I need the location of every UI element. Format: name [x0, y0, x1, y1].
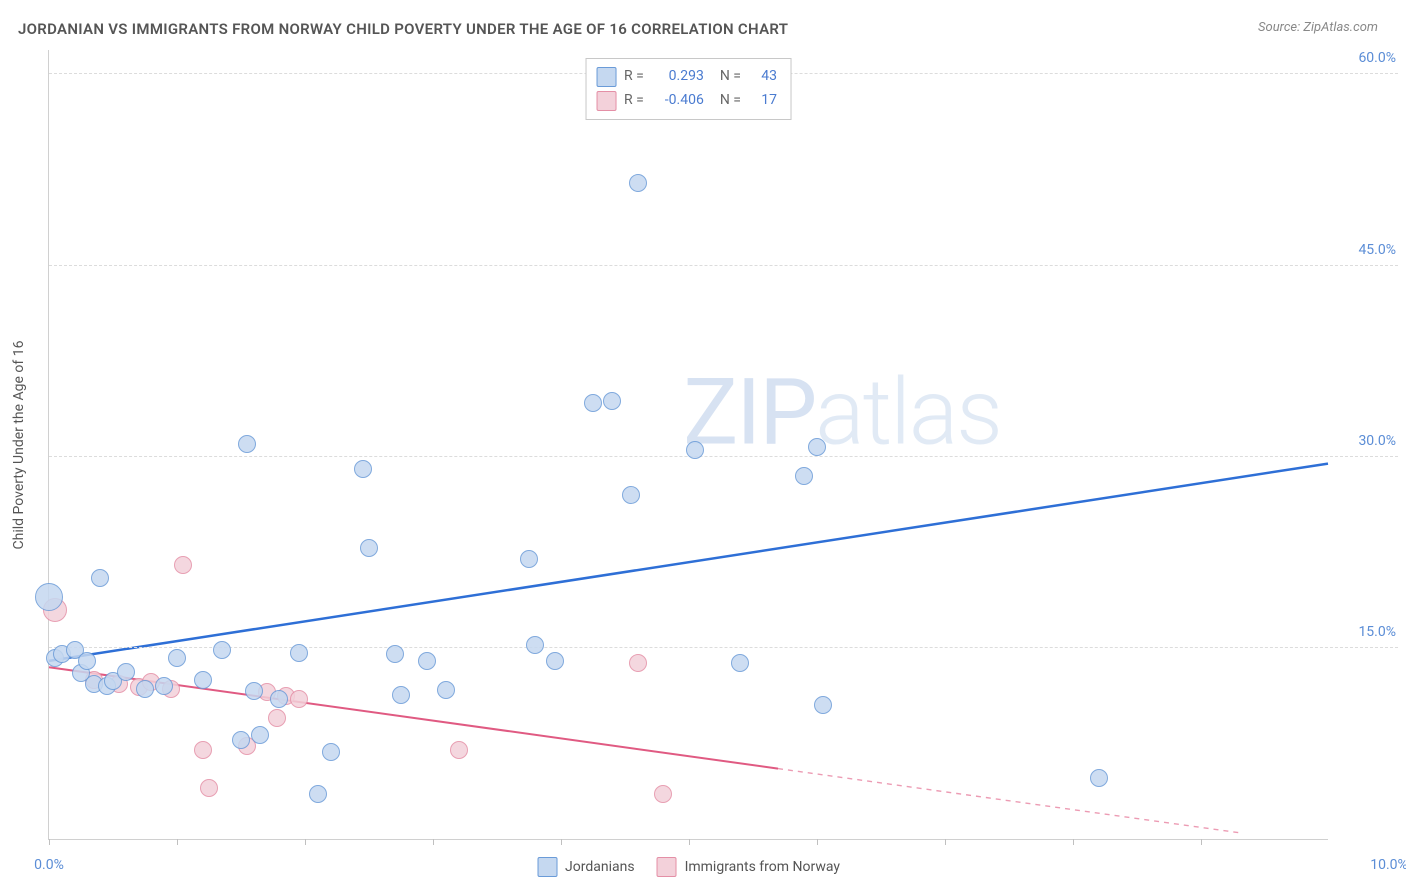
scatter-point-norway	[290, 690, 308, 708]
trendline-norway-dashed	[778, 769, 1238, 833]
x-tick	[689, 839, 690, 845]
corr-r-value: 0.293	[652, 65, 704, 89]
x-tick	[177, 839, 178, 845]
trendline-jordanians	[49, 464, 1328, 661]
scatter-point-jordanians	[603, 392, 621, 410]
x-tick	[945, 839, 946, 845]
scatter-point-norway	[629, 654, 647, 672]
y-tick-label: 30.0%	[1358, 433, 1396, 449]
scatter-point-jordanians	[251, 726, 269, 744]
chart-title: JORDANIAN VS IMMIGRANTS FROM NORWAY CHIL…	[18, 20, 788, 38]
scatter-point-norway	[200, 779, 218, 797]
legend-swatch-jordanians	[537, 857, 557, 877]
scatter-point-jordanians	[213, 641, 231, 659]
scatter-point-norway	[268, 709, 286, 727]
scatter-point-norway	[174, 556, 192, 574]
corr-r-label: R =	[624, 89, 644, 113]
scatter-point-norway	[654, 785, 672, 803]
source-attribution: Source: ZipAtlas.com	[1258, 20, 1378, 35]
corr-swatch-norway	[596, 91, 616, 111]
y-tick-label: 15.0%	[1358, 624, 1396, 640]
x-axis-max-label: 10.0%	[1370, 857, 1406, 873]
scatter-point-jordanians	[1090, 769, 1108, 787]
x-tick	[561, 839, 562, 845]
corr-n-label: N =	[720, 89, 741, 113]
scatter-point-norway	[194, 741, 212, 759]
scatter-point-jordanians	[360, 539, 378, 557]
scatter-point-jordanians	[194, 671, 212, 689]
y-tick-label: 45.0%	[1358, 242, 1396, 258]
scatter-point-jordanians	[437, 681, 455, 699]
legend-label-norway: Immigrants from Norway	[685, 859, 840, 875]
scatter-point-jordanians	[731, 654, 749, 672]
x-tick	[1073, 839, 1074, 845]
scatter-point-jordanians	[270, 690, 288, 708]
scatter-point-jordanians	[245, 682, 263, 700]
scatter-point-jordanians	[78, 652, 96, 670]
scatter-point-jordanians	[622, 486, 640, 504]
x-axis-min-label: 0.0%	[34, 857, 64, 873]
legend-swatch-norway	[657, 857, 677, 877]
x-tick	[49, 839, 50, 845]
correlation-legend: R = 0.293 N = 43 R = -0.406 N = 17	[585, 58, 792, 120]
x-tick	[433, 839, 434, 845]
scatter-point-jordanians	[168, 649, 186, 667]
corr-n-label: N =	[720, 65, 741, 89]
x-tick	[817, 839, 818, 845]
scatter-point-jordanians	[795, 467, 813, 485]
gridline	[49, 647, 1398, 648]
scatter-point-jordanians	[35, 583, 63, 611]
scatter-point-jordanians	[584, 394, 602, 412]
corr-row-jordanians: R = 0.293 N = 43	[596, 65, 777, 89]
gridline	[49, 456, 1398, 457]
scatter-point-jordanians	[520, 550, 538, 568]
corr-r-label: R =	[624, 65, 644, 89]
y-tick-label: 60.0%	[1358, 50, 1396, 66]
scatter-point-jordanians	[117, 663, 135, 681]
scatter-point-jordanians	[814, 696, 832, 714]
corr-n-value: 17	[749, 89, 777, 113]
legend-label-jordanians: Jordanians	[565, 859, 635, 875]
chart-container: JORDANIAN VS IMMIGRANTS FROM NORWAY CHIL…	[0, 0, 1406, 892]
scatter-point-jordanians	[629, 174, 647, 192]
corr-r-value: -0.406	[652, 89, 704, 113]
scatter-point-jordanians	[136, 680, 154, 698]
scatter-point-jordanians	[91, 569, 109, 587]
corr-swatch-jordanians	[596, 67, 616, 87]
scatter-point-jordanians	[354, 460, 372, 478]
scatter-point-jordanians	[418, 652, 436, 670]
scatter-point-jordanians	[232, 731, 250, 749]
y-axis-title: Child Poverty Under the Age of 16	[11, 340, 27, 549]
legend-item-jordanians: Jordanians	[537, 857, 635, 877]
scatter-point-jordanians	[808, 438, 826, 456]
legend-item-norway: Immigrants from Norway	[657, 857, 840, 877]
corr-n-value: 43	[749, 65, 777, 89]
scatter-point-jordanians	[686, 441, 704, 459]
plot-area: Child Poverty Under the Age of 16 ZIPatl…	[48, 50, 1328, 840]
gridline	[49, 265, 1398, 266]
scatter-point-jordanians	[290, 644, 308, 662]
scatter-point-jordanians	[309, 785, 327, 803]
corr-row-norway: R = -0.406 N = 17	[596, 89, 777, 113]
scatter-point-norway	[450, 741, 468, 759]
scatter-point-jordanians	[155, 677, 173, 695]
scatter-point-jordanians	[392, 686, 410, 704]
scatter-point-jordanians	[386, 645, 404, 663]
series-legend: Jordanians Immigrants from Norway	[537, 857, 840, 877]
scatter-point-jordanians	[238, 435, 256, 453]
x-tick	[1201, 839, 1202, 845]
scatter-point-jordanians	[322, 743, 340, 761]
scatter-point-jordanians	[526, 636, 544, 654]
scatter-point-jordanians	[546, 652, 564, 670]
x-tick	[305, 839, 306, 845]
